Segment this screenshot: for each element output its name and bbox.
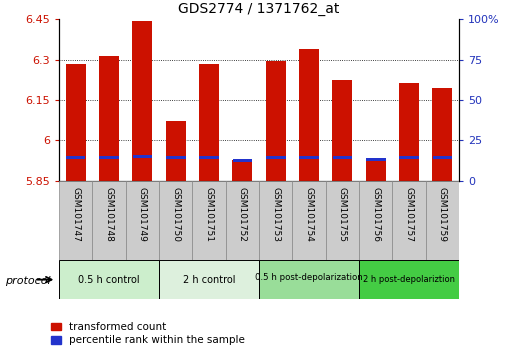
Bar <box>266 61 286 181</box>
Text: GSM101757: GSM101757 <box>405 187 413 242</box>
Bar <box>292 181 326 260</box>
Bar <box>426 181 459 260</box>
Bar <box>166 156 186 159</box>
Bar <box>99 156 119 159</box>
Bar <box>299 49 319 181</box>
Bar <box>66 64 86 181</box>
Bar <box>366 158 386 161</box>
Bar <box>359 181 392 260</box>
Title: GDS2774 / 1371762_at: GDS2774 / 1371762_at <box>179 2 340 16</box>
Bar <box>266 156 286 159</box>
Bar <box>332 156 352 159</box>
Bar <box>192 181 226 260</box>
Bar <box>226 181 259 260</box>
Bar <box>66 156 86 159</box>
Bar <box>132 155 152 158</box>
Text: 2 h control: 2 h control <box>183 275 235 285</box>
Text: GSM101751: GSM101751 <box>205 187 213 242</box>
Text: 0.5 h post-depolarization: 0.5 h post-depolarization <box>255 273 363 282</box>
Bar <box>232 160 252 181</box>
Text: GSM101753: GSM101753 <box>271 187 280 242</box>
Bar <box>199 64 219 181</box>
Bar <box>92 181 126 260</box>
Bar <box>399 156 419 159</box>
Bar <box>366 159 386 181</box>
Text: GSM101749: GSM101749 <box>138 187 147 242</box>
Bar <box>99 56 119 181</box>
Text: GSM101747: GSM101747 <box>71 187 80 242</box>
Bar <box>326 181 359 260</box>
Text: 2 h post-depolariztion: 2 h post-depolariztion <box>363 275 455 284</box>
Bar <box>359 260 459 299</box>
Text: GSM101750: GSM101750 <box>171 187 180 242</box>
Bar <box>159 260 259 299</box>
Text: GSM101759: GSM101759 <box>438 187 447 242</box>
Bar <box>259 181 292 260</box>
Bar <box>232 159 252 162</box>
Text: GSM101754: GSM101754 <box>305 187 313 242</box>
Legend: transformed count, percentile rank within the sample: transformed count, percentile rank withi… <box>51 322 245 345</box>
Text: 0.5 h control: 0.5 h control <box>78 275 140 285</box>
Bar <box>259 260 359 299</box>
Bar <box>392 181 426 260</box>
Bar <box>59 260 159 299</box>
Bar <box>432 88 452 181</box>
Bar <box>59 181 92 260</box>
Bar <box>166 121 186 181</box>
Text: GSM101755: GSM101755 <box>338 187 347 242</box>
Bar <box>299 156 319 159</box>
Bar <box>159 181 192 260</box>
Text: protocol: protocol <box>5 276 51 286</box>
Bar <box>126 181 159 260</box>
Text: GSM101748: GSM101748 <box>105 187 113 242</box>
Bar <box>399 82 419 181</box>
Bar <box>199 156 219 159</box>
Bar <box>132 21 152 181</box>
Bar <box>432 156 452 159</box>
Bar <box>332 80 352 181</box>
Text: GSM101752: GSM101752 <box>238 187 247 242</box>
Text: GSM101756: GSM101756 <box>371 187 380 242</box>
